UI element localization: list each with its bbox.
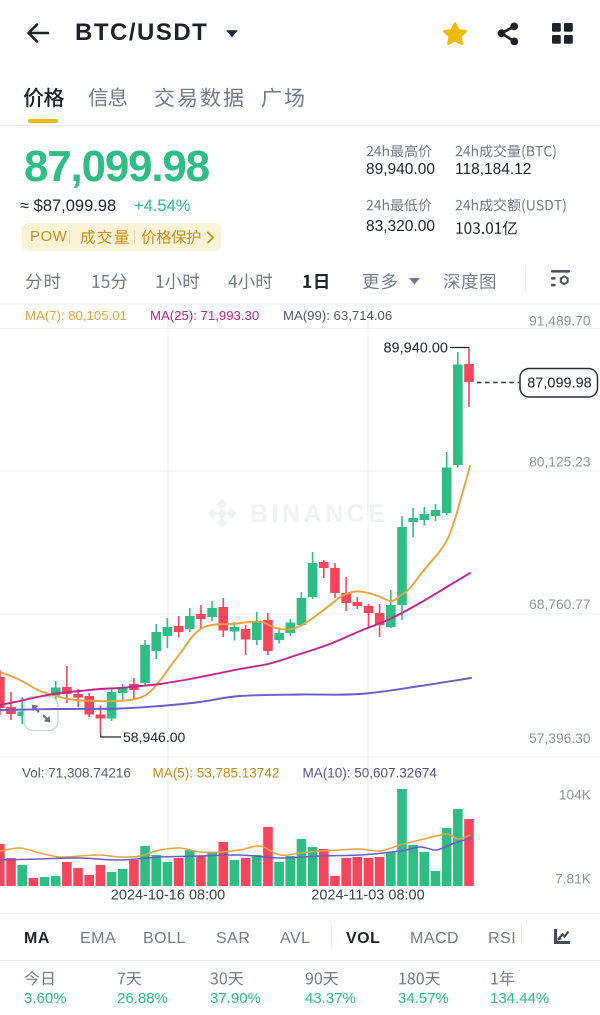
- svg-text:MA(5): 53,785.13742: MA(5): 53,785.13742: [153, 766, 280, 781]
- svg-text:57,396.30: 57,396.30: [529, 731, 591, 746]
- svg-text:89,940.00: 89,940.00: [383, 341, 448, 357]
- svg-text:80,125.23: 80,125.23: [529, 454, 591, 469]
- svg-text:MA(99): 63,714.06: MA(99): 63,714.06: [283, 308, 392, 323]
- svg-text:MA(7): 80,105.01: MA(7): 80,105.01: [25, 308, 127, 323]
- svg-text:91,489.70: 91,489.70: [529, 313, 591, 328]
- svg-text:MA(25): 71,993.30: MA(25): 71,993.30: [150, 308, 259, 323]
- svg-text:58,946.00: 58,946.00: [123, 729, 185, 745]
- svg-text:MA(10): 50,607.32674: MA(10): 50,607.32674: [303, 766, 438, 781]
- svg-text:BINANCE: BINANCE: [250, 500, 388, 528]
- svg-text:7.81K: 7.81K: [555, 872, 592, 887]
- svg-text:87,099.98: 87,099.98: [527, 376, 592, 392]
- svg-text:68,760.77: 68,760.77: [529, 597, 590, 612]
- svg-text:104K: 104K: [559, 787, 592, 802]
- svg-text:2024-10-16 08:00: 2024-10-16 08:00: [111, 888, 226, 904]
- svg-text:Vol: 71,308.74216: Vol: 71,308.74216: [22, 766, 131, 781]
- svg-text:2024-11-03 08:00: 2024-11-03 08:00: [311, 888, 424, 904]
